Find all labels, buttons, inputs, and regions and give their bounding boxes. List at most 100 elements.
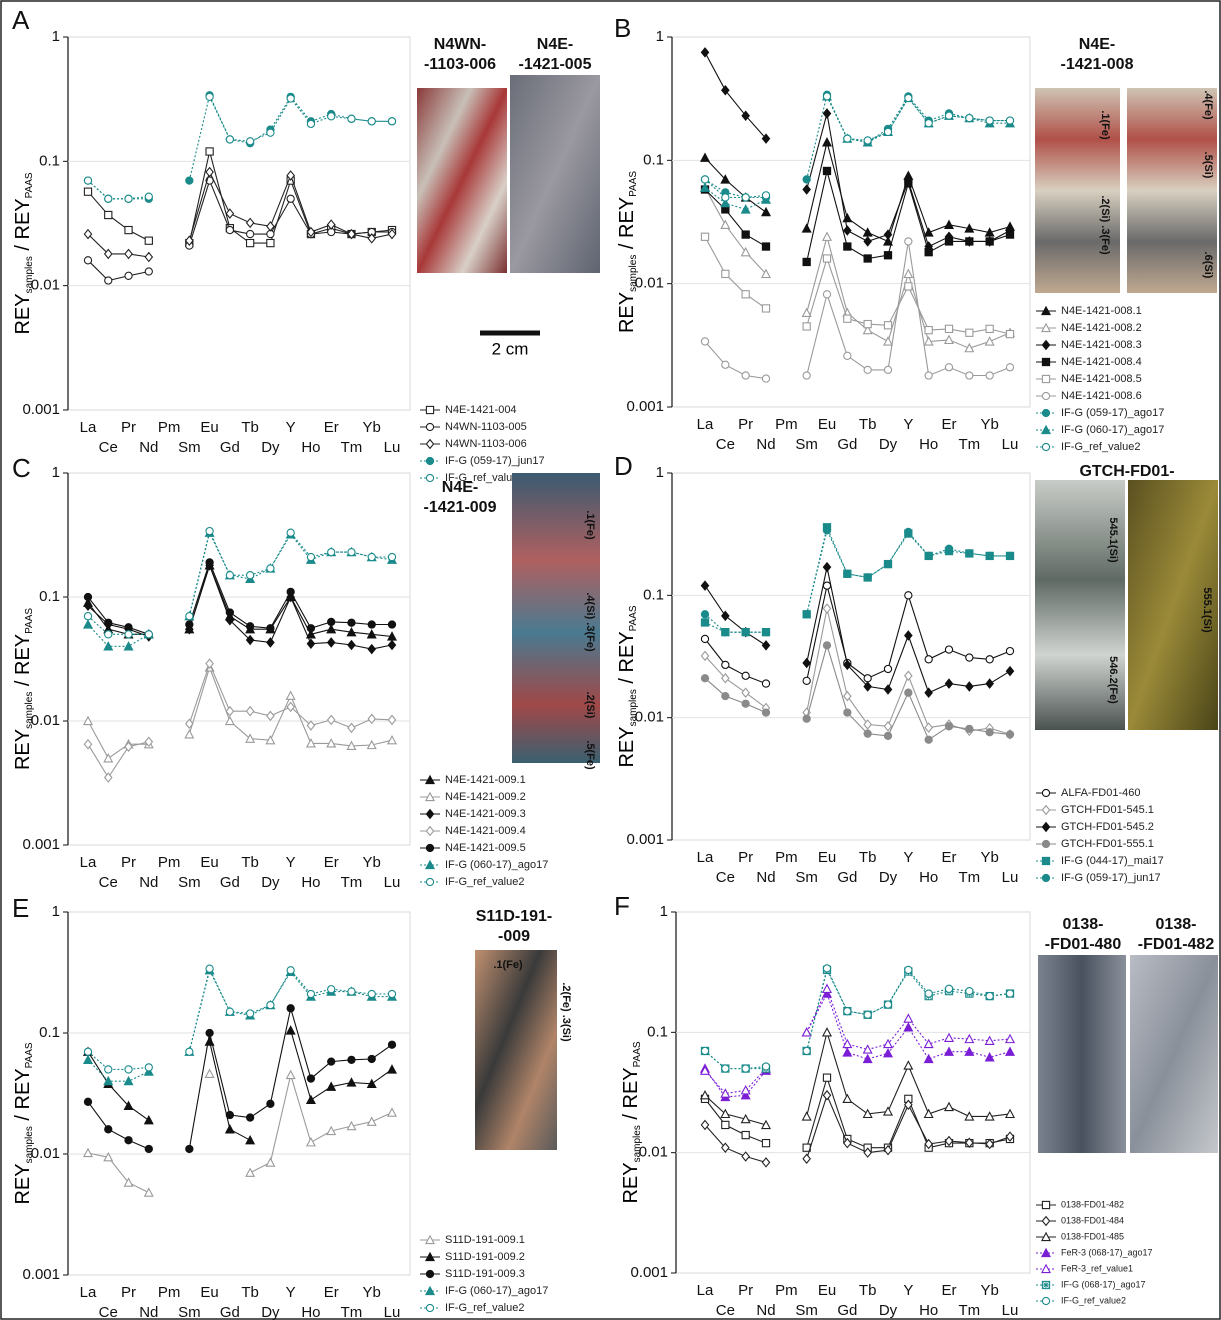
point bbox=[327, 617, 336, 627]
x-tick-label: Er bbox=[324, 1284, 339, 1301]
series-line bbox=[704, 52, 1011, 248]
legend-marker bbox=[425, 825, 435, 837]
x-tick-label: Tb bbox=[241, 854, 259, 871]
point bbox=[366, 1078, 377, 1088]
x-tick-label: Pr bbox=[121, 419, 136, 436]
legend-label: IF-G (060-17)_ago17 bbox=[1061, 424, 1164, 436]
legend-marker bbox=[1041, 1215, 1051, 1227]
y-tick-label: 1 bbox=[656, 464, 664, 481]
point bbox=[225, 208, 235, 219]
photo-title: N4E- bbox=[1079, 36, 1115, 53]
y-axis-label-part: PAAS bbox=[628, 605, 639, 631]
point bbox=[83, 187, 93, 196]
point bbox=[822, 166, 832, 176]
point bbox=[862, 324, 873, 335]
point bbox=[964, 342, 975, 353]
series-line bbox=[87, 967, 392, 1070]
point bbox=[124, 741, 133, 753]
point bbox=[883, 664, 893, 674]
y-axis-label-part: REY bbox=[616, 726, 638, 767]
point bbox=[761, 304, 771, 313]
point bbox=[965, 653, 974, 662]
point bbox=[965, 113, 974, 123]
x-tick-label: Tm bbox=[341, 874, 363, 891]
point bbox=[882, 1038, 894, 1049]
point bbox=[843, 314, 852, 323]
x-tick-label: Ce bbox=[99, 1304, 118, 1320]
point bbox=[843, 1006, 852, 1016]
y-tick-label: 1 bbox=[52, 28, 60, 45]
point bbox=[266, 637, 275, 648]
x-tick-label: Nd bbox=[756, 1302, 775, 1319]
point bbox=[386, 1064, 398, 1074]
point bbox=[741, 290, 750, 299]
point bbox=[225, 225, 235, 235]
point bbox=[904, 630, 913, 641]
point bbox=[821, 1027, 833, 1037]
x-tick-label: Eu bbox=[200, 419, 218, 436]
point bbox=[802, 175, 811, 184]
point bbox=[286, 194, 295, 203]
x-tick-label: Tm bbox=[958, 436, 980, 453]
point bbox=[883, 721, 893, 732]
legend-marker bbox=[425, 405, 435, 415]
point bbox=[700, 580, 710, 591]
point bbox=[123, 1100, 134, 1110]
point bbox=[801, 223, 812, 233]
point bbox=[326, 219, 336, 230]
point bbox=[984, 227, 995, 237]
point bbox=[943, 1032, 955, 1042]
point bbox=[862, 227, 873, 237]
legend-marker bbox=[1041, 408, 1051, 418]
x-tick-label: La bbox=[697, 416, 714, 433]
point bbox=[904, 965, 913, 975]
point bbox=[245, 733, 256, 743]
y-axis-label-part: samples bbox=[24, 1126, 35, 1163]
point bbox=[843, 659, 852, 671]
legend-marker bbox=[1040, 1263, 1052, 1274]
x-tick-label: La bbox=[697, 1282, 714, 1299]
point bbox=[387, 620, 397, 629]
legend-marker bbox=[1041, 873, 1051, 883]
x-tick-label: Eu bbox=[818, 1282, 836, 1299]
point bbox=[326, 738, 337, 748]
point bbox=[720, 219, 731, 229]
point bbox=[903, 1022, 914, 1032]
series-line bbox=[704, 608, 1011, 735]
point bbox=[699, 1065, 711, 1075]
point bbox=[721, 193, 730, 202]
point bbox=[700, 610, 710, 619]
point bbox=[802, 257, 811, 267]
legend-marker bbox=[1040, 424, 1052, 435]
point bbox=[863, 573, 872, 582]
point bbox=[387, 714, 397, 726]
legend-label: N4E-1421-009.2 bbox=[445, 791, 526, 803]
legend-label: N4E-1421-009.4 bbox=[445, 825, 526, 837]
series-line bbox=[704, 1075, 1011, 1149]
x-tick-label: Tm bbox=[341, 439, 363, 456]
point bbox=[245, 705, 255, 717]
point bbox=[367, 643, 377, 655]
point bbox=[842, 1047, 853, 1057]
point bbox=[327, 547, 336, 557]
series-line bbox=[87, 178, 392, 282]
photo-label: .2(Si) bbox=[584, 692, 596, 719]
legend-marker bbox=[425, 438, 435, 450]
point bbox=[721, 672, 730, 684]
point bbox=[721, 269, 730, 279]
series-line bbox=[704, 93, 1010, 199]
legend-marker bbox=[425, 473, 435, 483]
y-axis-label-part: REY bbox=[620, 1162, 642, 1203]
photo-label: .2(Si) .3(Fe) bbox=[1099, 195, 1111, 255]
point bbox=[699, 1089, 711, 1100]
y-tick-label: 0.01 bbox=[635, 275, 664, 292]
point bbox=[245, 229, 255, 239]
point bbox=[699, 152, 711, 162]
y-tick-label: 1 bbox=[52, 903, 60, 920]
y-tick-label: 1 bbox=[656, 28, 664, 45]
point bbox=[386, 734, 398, 745]
point bbox=[144, 192, 153, 201]
photo bbox=[1035, 88, 1120, 293]
point bbox=[205, 166, 214, 178]
point bbox=[760, 1119, 772, 1130]
